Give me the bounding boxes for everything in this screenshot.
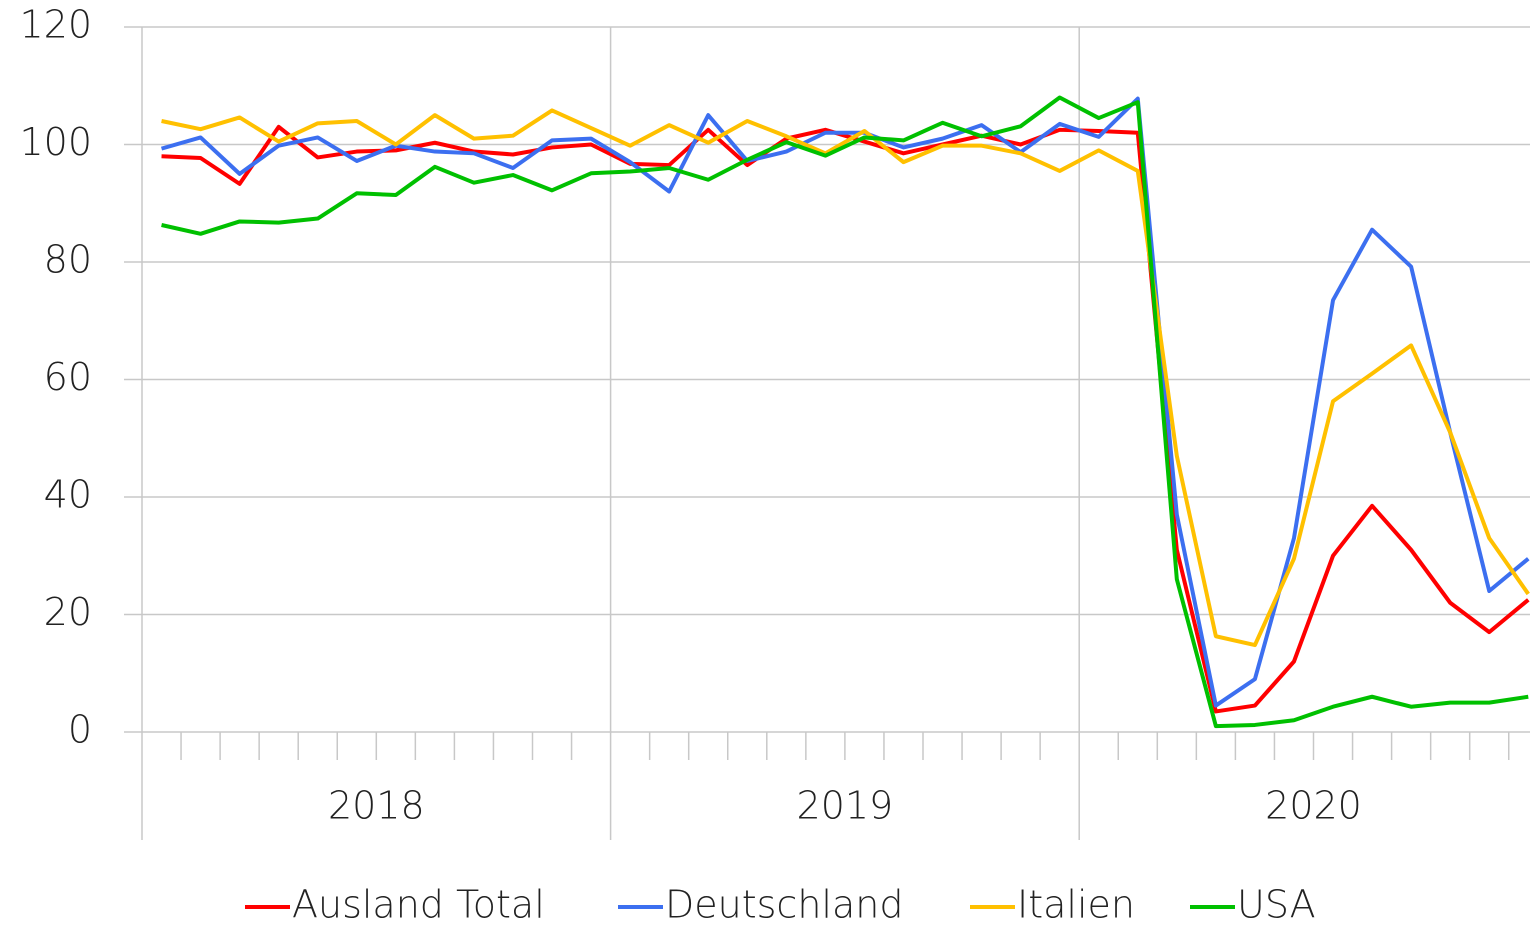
y-tick-label: 40 xyxy=(44,473,92,517)
y-tick-label: 20 xyxy=(44,590,92,634)
y-tick-label: 60 xyxy=(44,355,92,399)
legend-label: Deutschland xyxy=(665,883,903,926)
legend-label: Ausland Total xyxy=(292,883,545,926)
series-line xyxy=(160,96,1530,708)
y-tick-label: 100 xyxy=(19,120,92,164)
legend-label: USA xyxy=(1237,883,1316,926)
x-group-label: 2019 xyxy=(797,784,894,828)
y-tick-label: 80 xyxy=(44,238,92,282)
x-group-label: 2020 xyxy=(1265,784,1362,828)
series-line xyxy=(161,108,1530,648)
series-line xyxy=(161,95,1529,729)
legend-label: Italien xyxy=(1017,883,1135,926)
y-tick-label: 120 xyxy=(19,3,92,47)
y-tick-label: 0 xyxy=(68,708,92,752)
series-line xyxy=(161,124,1530,714)
x-group-label: 2018 xyxy=(328,784,425,828)
